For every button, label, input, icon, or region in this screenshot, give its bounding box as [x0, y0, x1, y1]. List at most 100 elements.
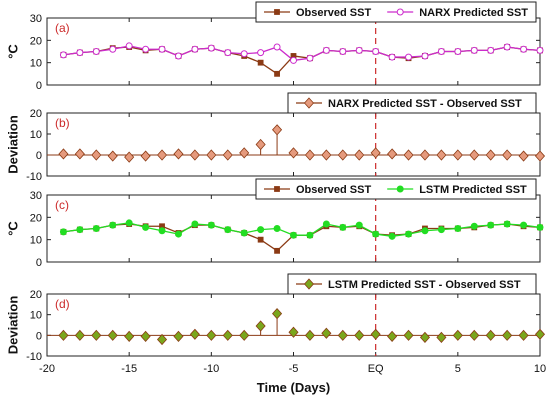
x-axis-label: Time (Days) [257, 380, 330, 395]
legend-label: Observed SST [296, 7, 371, 19]
data-point-diamond [403, 329, 414, 341]
data-point-series-1 [142, 45, 150, 53]
data-point-series-1 [355, 46, 363, 54]
data-point-series-1 [306, 231, 314, 239]
y-tick-label: 0 [36, 80, 42, 92]
data-point-series-1 [421, 52, 429, 60]
data-point-diamond [387, 148, 398, 160]
legend-label: NARX Predicted SST [419, 7, 528, 19]
plot-frame [46, 112, 541, 177]
legend: Observed SST LSTM Predicted SST [255, 178, 537, 200]
y-tick-label: 20 [30, 108, 42, 120]
data-point-series-1 [536, 223, 544, 231]
data-point-series-1 [158, 45, 166, 53]
data-point-series-1 [388, 232, 396, 240]
plot-frame [46, 293, 541, 357]
data-point-series-1 [503, 43, 511, 51]
data-point-series-1 [306, 54, 314, 62]
data-point-series-1 [322, 220, 330, 228]
data-point-series-0 [274, 247, 280, 254]
legend: Observed SST NARX Predicted SST [255, 1, 537, 23]
legend-marker [303, 97, 315, 109]
data-point-diamond [91, 329, 102, 341]
data-point-series-1 [487, 46, 495, 54]
data-point-diamond [255, 138, 266, 151]
y-axis-label: °C [5, 221, 20, 236]
data-point-series-1 [322, 46, 330, 54]
x-tick-label: -15 [121, 363, 137, 375]
data-point-diamond [518, 150, 529, 162]
data-point-series-1 [273, 225, 281, 232]
data-point-series-1 [339, 48, 347, 55]
data-point-series-1 [437, 48, 445, 55]
legend-box [287, 273, 537, 295]
data-point-series-1 [421, 227, 429, 235]
data-point-series-1 [372, 230, 380, 238]
data-point-diamond [321, 149, 332, 161]
data-point-series-1 [142, 223, 150, 231]
data-point-series-1 [240, 229, 248, 237]
data-point-series-0 [274, 70, 280, 77]
data-point-diamond [189, 149, 200, 161]
legend-label: NARX Predicted SST - Observed SST [328, 98, 522, 110]
data-point-series-1 [207, 221, 215, 229]
x-tick-label: -20 [39, 363, 55, 375]
legend: NARX Predicted SST - Observed SST [287, 92, 537, 114]
data-point-series-1 [191, 45, 199, 53]
data-point-diamond [518, 329, 529, 341]
data-point-diamond [354, 329, 365, 341]
panel-c: 0 10 20 30 °C (c) [5, 190, 544, 269]
data-point-series-1 [240, 50, 248, 58]
data-point-series-1 [520, 221, 528, 229]
data-point-diamond [436, 331, 447, 343]
data-point-series-1 [454, 48, 462, 55]
x-tick-label: EQ [368, 363, 384, 375]
data-point-diamond [321, 327, 332, 339]
data-point-diamond [239, 329, 250, 341]
data-point-series-1 [503, 220, 511, 228]
data-point-diamond [304, 149, 315, 161]
data-point-series-1 [290, 56, 297, 64]
legend-box [287, 92, 537, 114]
data-point-diamond [222, 149, 233, 161]
data-point-series-0 [257, 236, 264, 243]
data-point-diamond [156, 149, 168, 161]
legend-marker [303, 278, 315, 290]
data-point-series-1 [191, 220, 199, 228]
y-tick-label: 30 [30, 13, 42, 25]
data-point-diamond [222, 329, 233, 341]
data-point-diamond [485, 329, 496, 341]
y-tick-label: 30 [30, 190, 42, 202]
data-point-diamond [156, 333, 168, 346]
data-point-series-1 [92, 225, 100, 232]
data-point-series-1 [470, 46, 478, 54]
data-point-diamond [140, 150, 151, 162]
data-point-diamond [206, 149, 217, 161]
data-point-series-1 [487, 221, 495, 229]
data-point-series-1 [207, 44, 215, 52]
data-point-series-1 [273, 43, 281, 51]
data-point-series-1 [59, 228, 67, 236]
data-point-series-1 [520, 45, 528, 53]
data-point-diamond [107, 329, 118, 341]
data-point-series-1 [339, 223, 347, 231]
data-point-diamond [189, 328, 200, 340]
data-point-series-1 [174, 52, 182, 60]
data-point-series-1 [158, 227, 166, 235]
legend: LSTM Predicted SST - Observed SST [287, 273, 537, 295]
y-tick-label: -10 [26, 351, 42, 363]
data-point-diamond [485, 149, 496, 161]
data-point-diamond [107, 150, 118, 162]
data-point-series-1 [125, 219, 133, 227]
panel-tag: (c) [55, 198, 69, 212]
data-point-series-1 [224, 226, 232, 234]
legend-marker [396, 185, 404, 193]
panel-a: 0 10 20 30 °C (a) [5, 13, 544, 92]
data-point-diamond [58, 148, 69, 160]
legend-marker [396, 8, 404, 16]
data-point-diamond [469, 149, 480, 161]
data-point-diamond [173, 148, 184, 160]
data-point-diamond [74, 148, 85, 160]
legend-label: LSTM Predicted SST [419, 184, 527, 196]
